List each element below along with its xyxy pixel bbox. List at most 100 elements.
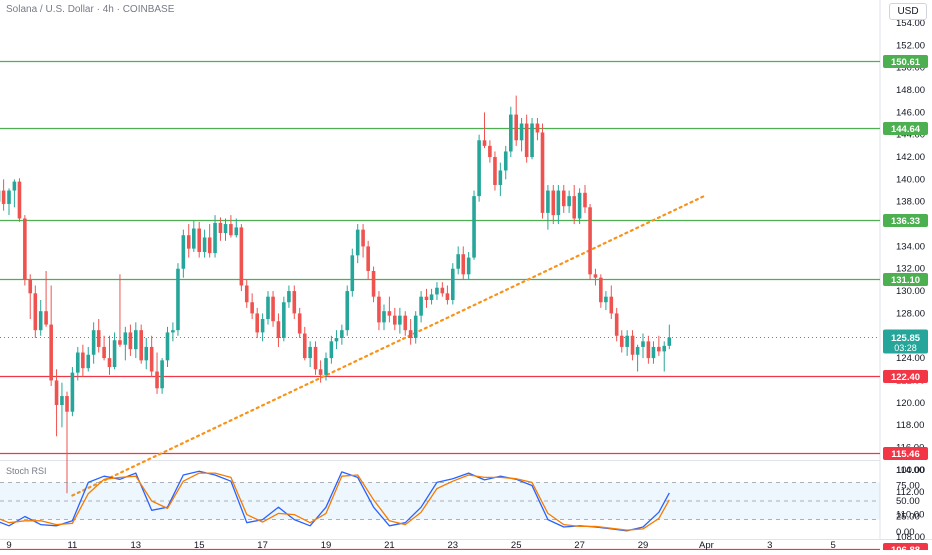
candle-body [203,237,207,252]
candle-body [578,193,582,219]
candle [372,267,376,303]
candle-body [403,316,407,331]
candle-body [372,271,376,297]
x-tick-label: 25 [511,540,522,550]
candle [224,218,228,240]
candle [361,224,365,258]
candle-body [345,291,349,330]
candle-body [562,191,566,207]
x-tick-label: 9 [6,540,11,550]
candle-body [330,341,334,358]
candle-body [488,146,492,157]
candle [657,336,661,356]
candle-body [340,330,344,338]
x-tick-label: 13 [131,540,142,550]
candle [520,118,524,152]
candle-body [171,330,175,332]
candle-body [293,291,297,313]
candles [0,96,671,494]
candle-body [541,132,545,212]
candle-body [631,336,635,355]
x-tick-label: 21 [384,540,395,550]
candle [250,293,254,319]
candle-body [652,347,656,358]
candle [388,297,392,323]
level-label-122.40: 122.40 [891,372,920,383]
candle-body [23,218,27,279]
candle-body [192,229,196,249]
candle [229,215,233,237]
candle-body [197,229,201,252]
candle-body [572,196,576,218]
candle-body [150,347,154,372]
candle-body [166,332,170,360]
y-tick-label: 124.00 [896,353,925,364]
candle [303,327,307,361]
candle [49,285,53,386]
candle [409,319,413,345]
candle-body [303,334,307,359]
candle-body [282,302,286,338]
candle [636,345,640,372]
candle-body [255,313,259,332]
candle [572,185,576,224]
candle [483,112,487,148]
candle-body [245,285,249,302]
candle [166,327,170,367]
candle-body [28,280,32,293]
candle-body [610,297,614,314]
x-tick-label: 3 [767,540,772,550]
y-tick-label: 148.00 [896,85,925,96]
candle [277,313,281,347]
candle-body [647,341,651,358]
candle-body [224,224,228,233]
candle-body [287,291,291,302]
candle [139,325,143,364]
candle [398,308,402,334]
candle [403,311,407,336]
candle-body [441,288,445,294]
candle [615,308,619,342]
candle-body [419,297,423,316]
candle-body [467,258,471,275]
currency-button[interactable]: USD [889,3,927,20]
candle [7,188,11,215]
candle-body [18,182,22,219]
candle [330,336,334,364]
stoch-rsi-title: Stoch RSI [6,466,47,476]
candle-body [118,340,122,344]
y-tick-label: 134.00 [896,241,925,252]
candle-body [641,341,645,347]
level-label-131.10: 131.10 [891,275,920,286]
candle-body [425,297,429,300]
candle-body [240,227,244,285]
candle [668,325,672,350]
candle [266,291,270,325]
candle-body [451,269,455,300]
candle-body [65,396,69,412]
x-tick-label: 19 [321,540,332,550]
candle-body [97,330,101,347]
level-label-136.33: 136.33 [891,216,920,227]
candle-body [377,297,381,323]
candle [551,185,555,224]
chart-title: Solana / U.S. Dollar · 4h · COINBASE [6,4,174,15]
candle [514,96,518,146]
candle-body [657,347,661,351]
x-tick-label: Apr [699,540,714,550]
candle-body [7,191,11,204]
candle [55,369,59,436]
candle [546,185,550,230]
candle-body [13,182,17,191]
candle [314,341,318,375]
candle-body [588,207,592,274]
candle-body [361,230,365,247]
candle [308,341,312,367]
candle [287,285,291,307]
candle-body [229,224,233,235]
candle-body [2,191,6,204]
candle-body [108,358,112,367]
candle [578,188,582,224]
